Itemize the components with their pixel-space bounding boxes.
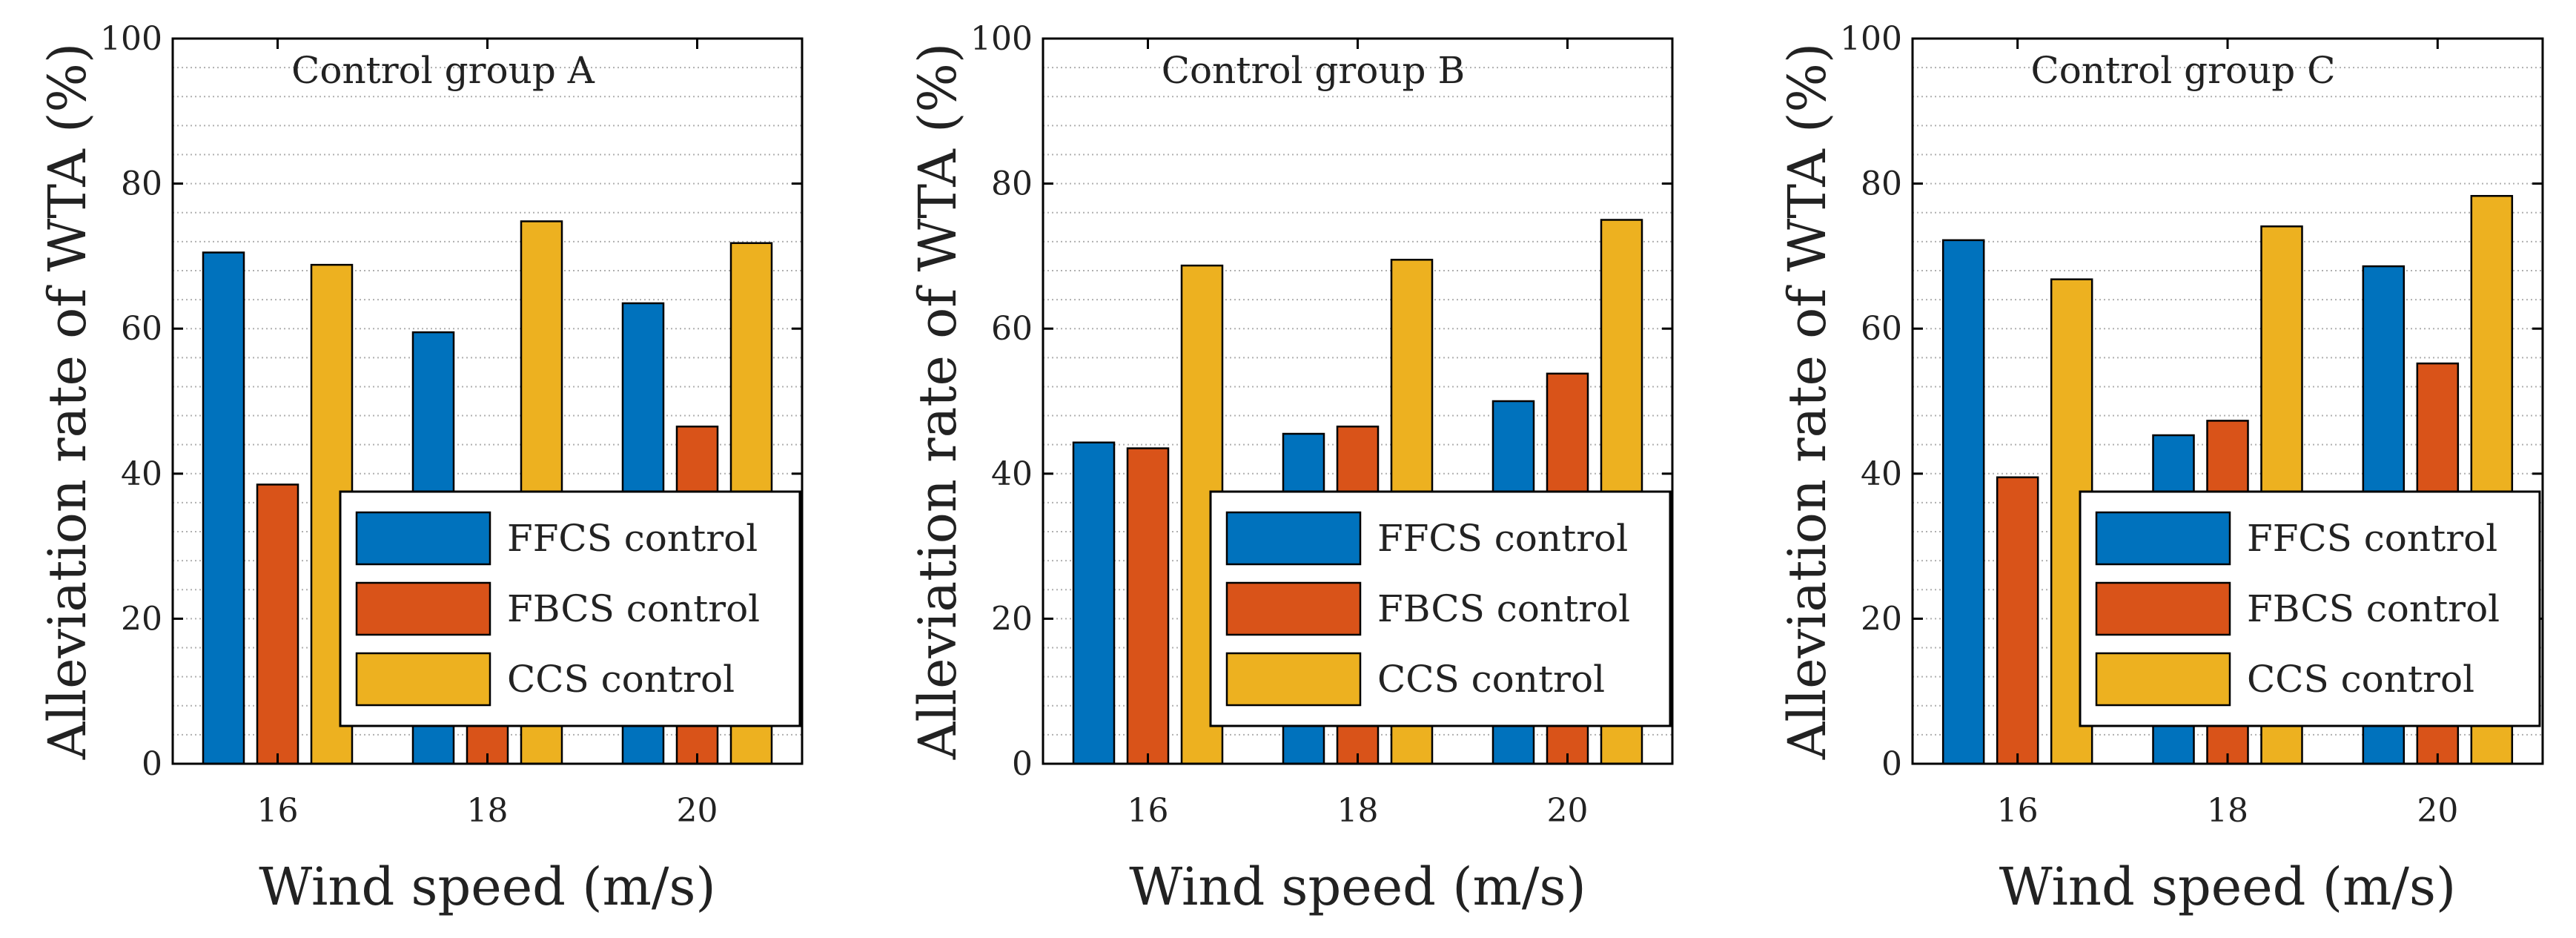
x-tick-label: 16: [1997, 792, 2039, 830]
y-tick-label: 0: [1881, 745, 1902, 783]
legend-swatch: [2095, 581, 2231, 636]
x-tick-label: 20: [2417, 792, 2458, 830]
y-tick-label: 80: [1861, 165, 1902, 203]
x-axis-label: Wind speed (m/s): [1999, 856, 2456, 917]
y-axis-label: Alleviation rate of WTA (%): [1777, 43, 1838, 760]
x-tick-label: 18: [2207, 792, 2248, 830]
bar: [202, 251, 245, 765]
legend-swatch: [355, 511, 491, 566]
y-tick-label: 0: [142, 745, 162, 783]
y-tick-label: 0: [1012, 745, 1033, 783]
legend-swatch: [355, 652, 491, 707]
legend-label: CCS control: [2247, 658, 2474, 701]
x-tick-label: 20: [1547, 792, 1589, 830]
legend-label: CCS control: [1377, 658, 1605, 701]
chart-panel-2: 0 20 40 60 80 100 16 18 20 Wind speed (m/s) Allevi…: [907, 20, 1674, 917]
x-tick-label: 16: [257, 792, 299, 830]
bar: [1941, 239, 1985, 765]
y-tick-label: 40: [121, 455, 162, 493]
y-axis-label: Alleviation rate of WTA (%): [907, 43, 968, 760]
bar: [1996, 476, 2039, 765]
legend-swatch: [1225, 511, 1362, 566]
chart-panel-1: 0 20 40 60 80 100 16 18 20 Wind speed (m/s) Allevi…: [37, 20, 804, 917]
legend-swatch: [2095, 511, 2231, 566]
legend-label: FBCS control: [507, 587, 760, 630]
legend-label: FBCS control: [2247, 587, 2500, 630]
legend-swatch: [1225, 652, 1362, 707]
y-tick-label: 40: [991, 455, 1033, 493]
legend-swatch: [1225, 581, 1362, 636]
y-tick-label: 100: [1840, 20, 1902, 58]
bar: [1126, 447, 1170, 765]
y-tick-label: 100: [970, 20, 1033, 58]
y-tick-label: 40: [1861, 455, 1902, 493]
legend-label: FFCS control: [2247, 517, 2497, 560]
y-tick-label: 60: [1861, 310, 1902, 348]
legend-label: CCS control: [507, 658, 735, 701]
legend: FFCS control FBCS control CCS control: [2079, 490, 2541, 727]
legend-label: FBCS control: [1377, 587, 1630, 630]
panel-title: Control group A: [291, 49, 595, 92]
y-tick-label: 60: [121, 310, 162, 348]
y-tick-label: 20: [121, 600, 162, 638]
y-tick-label: 100: [100, 20, 162, 58]
legend: FFCS control FBCS control CCS control: [339, 490, 801, 727]
x-tick-label: 20: [677, 792, 718, 830]
y-tick-label: 20: [1861, 600, 1902, 638]
x-axis-label: Wind speed (m/s): [259, 856, 715, 917]
legend-swatch: [355, 581, 491, 636]
panel-title: Control group C: [2031, 49, 2336, 92]
bar: [256, 483, 299, 765]
legend: FFCS control FBCS control CCS control: [1209, 490, 1672, 727]
x-tick-label: 16: [1128, 792, 1169, 830]
x-tick-label: 18: [1337, 792, 1379, 830]
y-tick-label: 80: [121, 165, 162, 203]
chart-panel-3: 0 20 40 60 80 100 16 18 20 Wind speed (m/s) Allevi…: [1777, 20, 2544, 917]
legend-label: FFCS control: [507, 517, 758, 560]
panel-title: Control group B: [1162, 49, 1465, 92]
x-axis-label: Wind speed (m/s): [1129, 856, 1586, 917]
legend-swatch: [2095, 652, 2231, 707]
legend-label: FFCS control: [1377, 517, 1628, 560]
y-tick-label: 80: [991, 165, 1033, 203]
bar: [1072, 441, 1116, 765]
x-tick-label: 18: [467, 792, 509, 830]
y-tick-label: 60: [991, 310, 1033, 348]
y-axis-label: Alleviation rate of WTA (%): [37, 43, 98, 760]
y-tick-label: 20: [991, 600, 1033, 638]
